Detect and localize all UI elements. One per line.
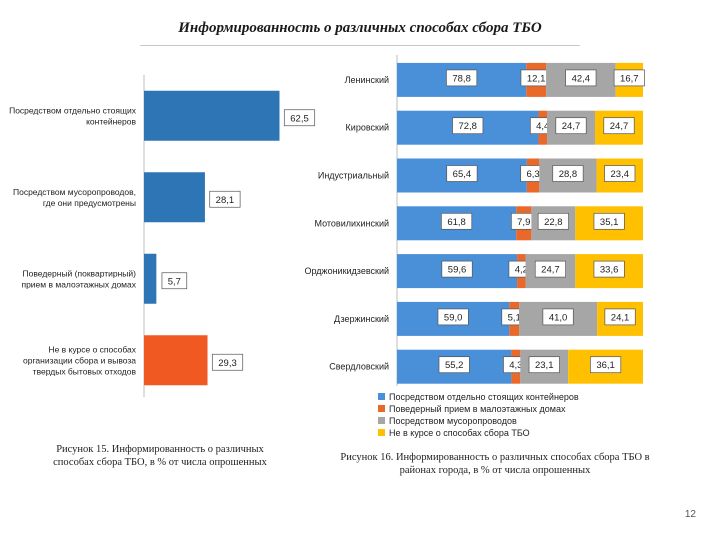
right-value-label-1-0: 72,8 [458,121,477,132]
right-value-label-6-3: 36,1 [596,360,615,371]
right-value-label-6-2-box [528,356,560,374]
page-number: 12 [684,509,696,520]
right-value-label-0-0-box [446,69,478,87]
left-value-label-2-box [161,272,188,290]
right-value-label-0-2-box [565,69,597,87]
right-value-label-2-1: 6,3 [526,169,539,180]
right-value-label-3-0-box [441,212,473,230]
left-value-label-0: 62,5 [290,113,309,124]
right-value-label-6-0-box [438,356,470,374]
left-value-label-3-box [211,353,244,371]
left-category-label-0: Посредством отдельно стоящих контейнеров [9,105,137,126]
right-value-label-3-3: 35,1 [600,217,619,228]
right-value-label-3-1: 7,9 [517,217,530,228]
right-value-label-1-3-box [603,117,635,135]
legend-label-chutes: Посредством мусоропроводов [389,416,517,426]
chart-legend: Посредством отдельно стоящих контейнеров… [378,391,579,439]
left-bar-1 [144,172,205,223]
right-value-label-5-3-box [604,308,636,326]
right-value-label-5-2: 41,0 [549,312,568,323]
right-value-label-4-3: 33,6 [600,265,619,276]
right-category-label-6: Свердловский [329,362,389,372]
right-category-label-3: Мотовилихинский [314,218,389,228]
left-bar-3 [144,335,208,386]
legend-label-bucket: Поведерный прием в малоэтажных домах [389,404,566,414]
right-value-label-6-0: 55,2 [445,360,464,371]
right-value-label-2-3-box [604,165,636,182]
right-value-label-4-2-box [534,260,566,278]
right-value-label-1-2-box [555,117,587,135]
right-value-label-5-3: 24,1 [611,312,630,323]
right-value-label-3-2: 22,8 [544,217,563,228]
legend-swatch-yellow [378,429,385,436]
right-value-label-5-1: 5,1 [508,312,521,323]
legend-label-containers: Посредством отдельно стоящих контейнеров [389,392,579,402]
right-value-label-2-0-box [446,165,478,182]
right-value-label-2-3: 23,4 [611,169,630,180]
left-value-label-1: 28,1 [216,195,235,206]
left-category-label-2: Поведерный (поквартирный) прием в малоэта… [21,268,136,289]
right-value-label-6-3-box [590,356,622,374]
right-value-label-3-3-box [593,212,625,230]
right-value-label-5-0-box [437,308,469,326]
right-value-label-4-0-box [441,260,473,278]
right-value-label-0-2: 42,4 [572,73,591,84]
right-value-label-5-0: 59,0 [444,312,463,323]
right-value-label-0-1: 12,1 [527,73,546,84]
right-value-label-1-2: 24,7 [562,121,581,132]
right-value-label-4-3-box [593,260,625,278]
left-bar-0 [144,90,280,141]
right-value-label-2-0: 65,4 [453,169,472,180]
right-value-label-5-2-box [542,308,574,326]
right-value-label-4-0: 59,6 [448,265,467,276]
left-value-label-2: 5,7 [168,276,181,287]
right-value-label-2-2: 28,8 [559,169,578,180]
left-value-label-3: 29,3 [218,358,237,369]
legend-swatch-blue [378,393,385,400]
legend-item-chutes: Посредством мусоропроводов [378,415,579,427]
legend-item-unaware: Не в курсе о способах сбора ТБО [378,427,579,439]
right-value-label-0-3-box [613,69,645,87]
right-value-label-6-2: 23,1 [535,360,554,371]
right-value-label-4-2: 24,7 [541,265,560,276]
left-value-label-1-box [209,190,241,208]
legend-item-containers: Посредством отдельно стоящих контейнеров [378,391,579,403]
title-divider [140,45,580,46]
right-category-label-5: Дзержинский [334,314,389,324]
caption-left: Рисунок 15. Информированность о различны… [53,444,267,468]
left-value-label-0-box [283,109,316,127]
right-category-label-1: Кировский [346,123,389,133]
right-value-label-1-1: 4,4 [536,121,549,132]
left-category-label-1: Посредством мусоропроводов, где они преду… [13,187,136,208]
right-value-label-3-0: 61,8 [447,217,466,228]
right-value-label-4-1: 4,2 [515,265,528,276]
right-value-label-3-2-box [537,212,569,230]
right-value-label-1-0-box [452,117,484,135]
right-value-label-0-0: 78,8 [452,73,471,84]
left-category-label-3: Не в курсе о способах организации сбора и… [23,344,137,376]
right-value-label-0-3: 16,7 [620,73,639,84]
left-bar-2 [144,253,157,304]
right-value-label-2-2-box [552,165,584,182]
right-value-label-6-1: 4,3 [509,360,522,371]
legend-label-unaware: Не в курсе о способах сбора ТБО [389,428,530,438]
legend-item-bucket: Поведерный прием в малоэтажных домах [378,403,579,415]
legend-swatch-orange [378,405,385,412]
right-value-label-1-3: 24,7 [610,121,629,132]
caption-right: Рисунок 16. Информированность о различны… [340,452,650,476]
right-category-label-4: Орджоникидзевский [305,266,390,276]
right-category-label-2: Индустриальный [318,171,389,181]
page-title: Информированность о различных способах с… [178,20,542,36]
right-category-label-0: Ленинский [345,75,389,85]
legend-swatch-gray [378,417,385,424]
